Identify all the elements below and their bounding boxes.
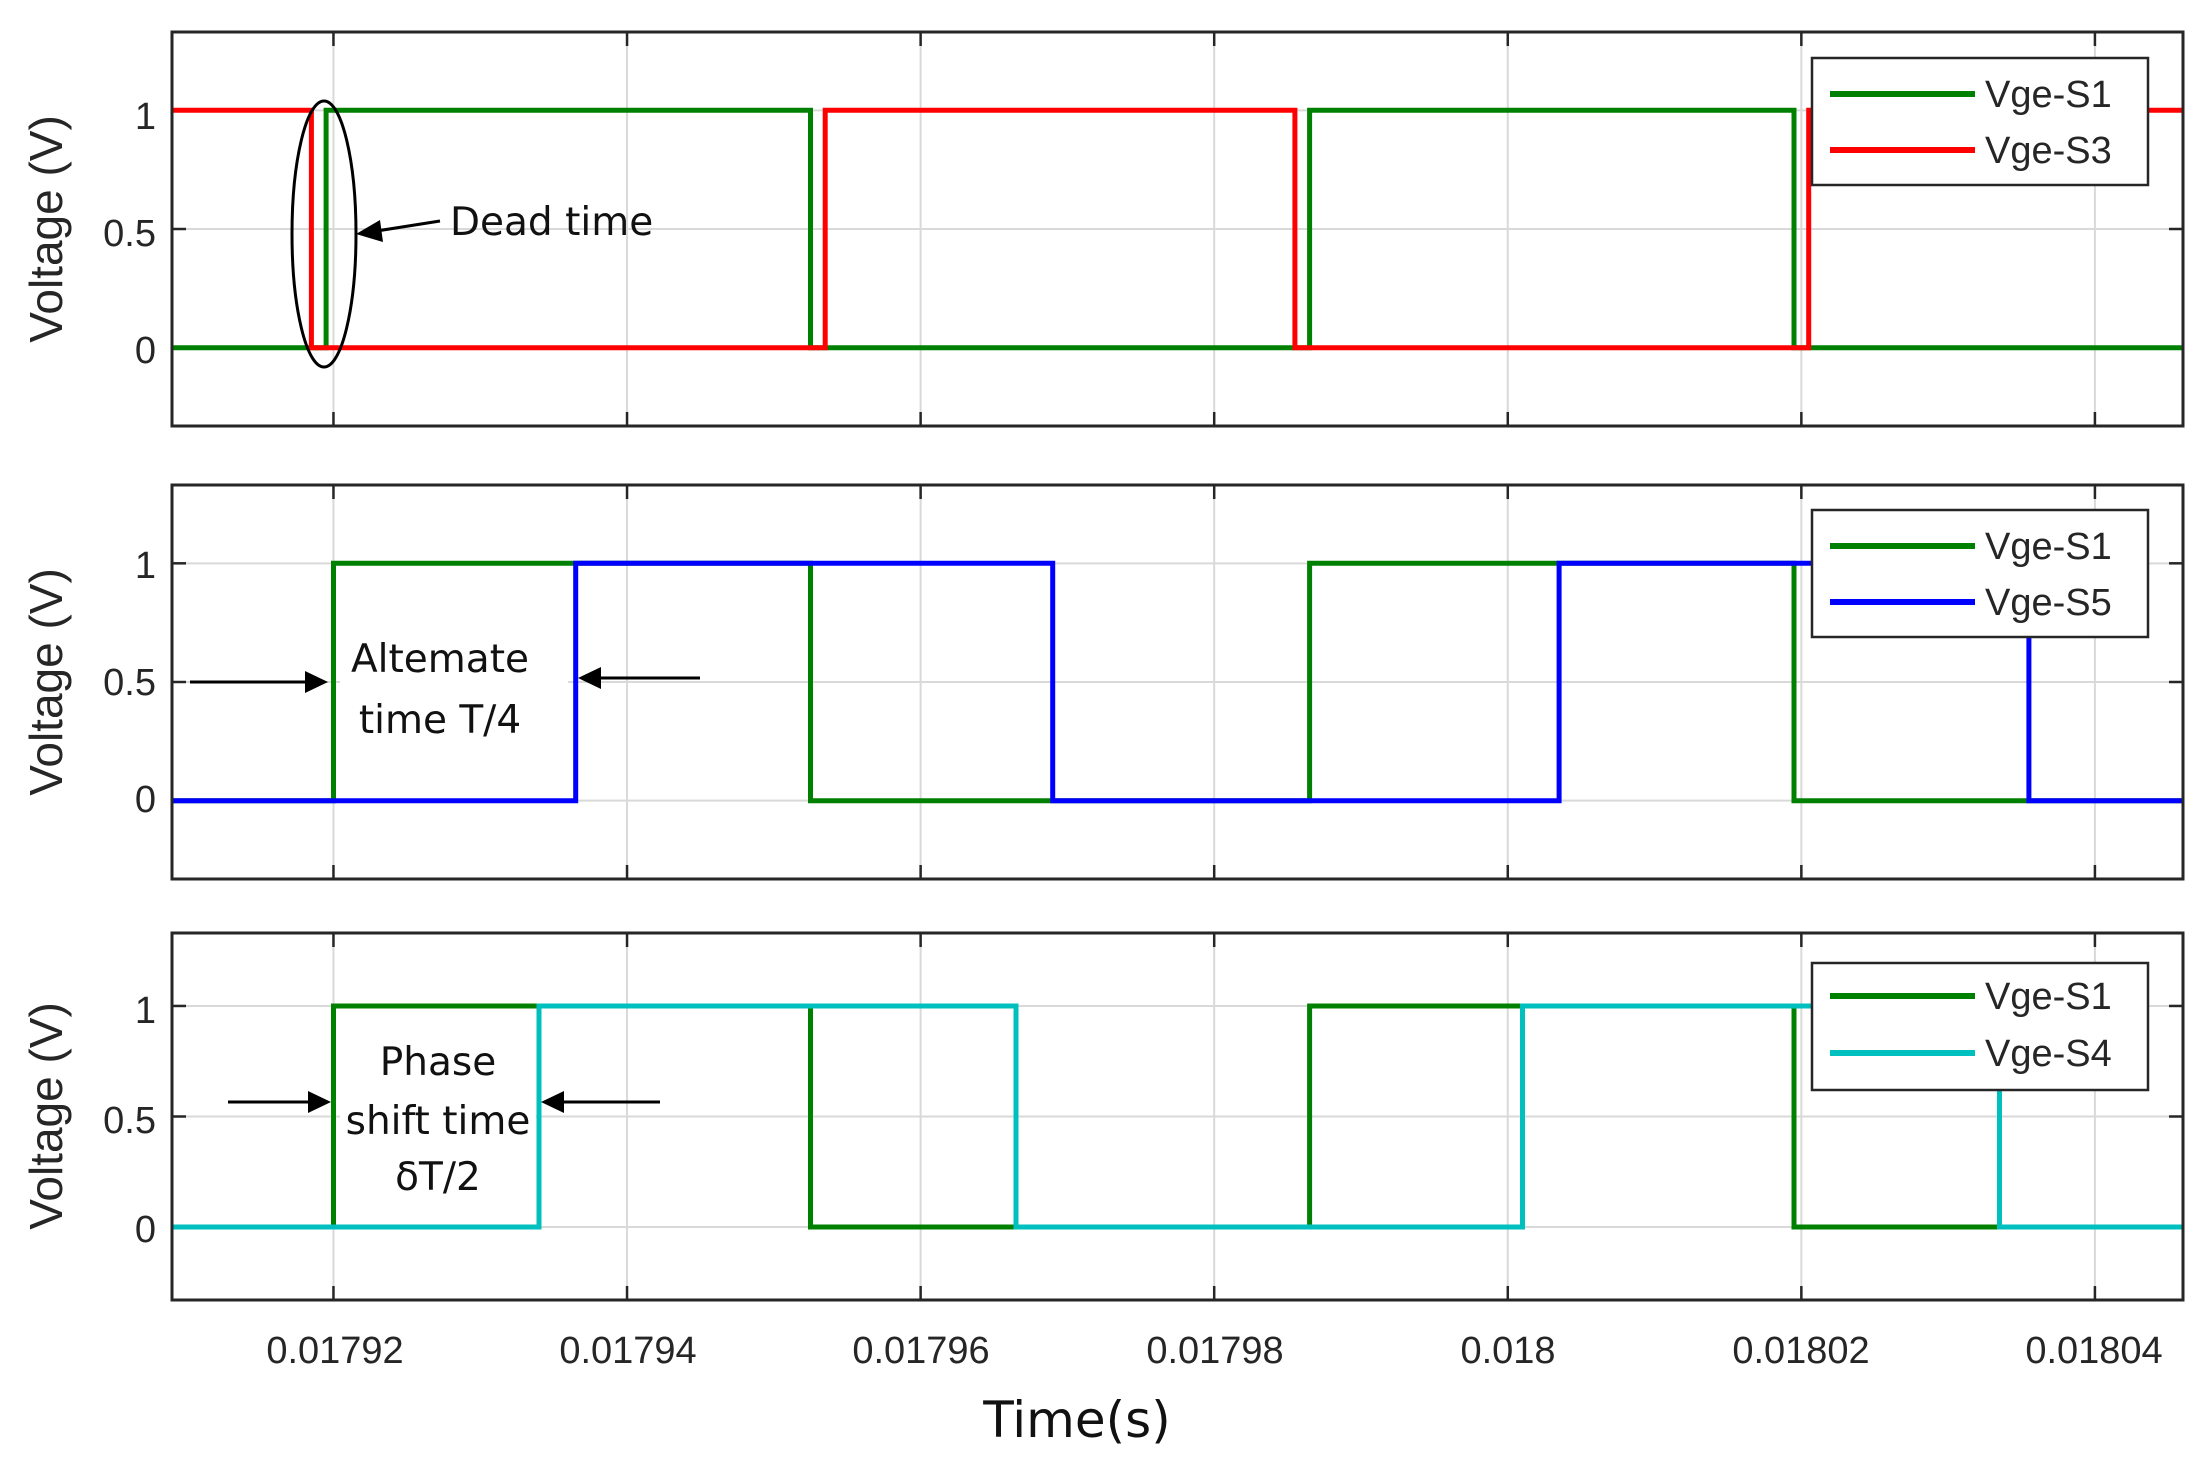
- panel-3-xticks: 0.01792 0.01794 0.01796 0.01798 0.018 0.…: [266, 1330, 2162, 1372]
- panel-3-ytick-label: 0: [135, 1209, 156, 1251]
- panel-2: 1 0.5 0 Voltage (V) Vge-S1 Vge-S5 Altema…: [20, 483, 2185, 881]
- panel-2-legend-label-vge-s5: Vge-S5: [1985, 582, 2112, 624]
- panel-3-xtick-label: 0.018: [1460, 1330, 1555, 1372]
- panel-1-legend-label-vge-s1: Vge-S1: [1985, 74, 2112, 116]
- panel-3-series-layer: [172, 1003, 2183, 1230]
- panel-3: 1 0.5 0 Voltage (V) 0.01792 0.01794 0.01…: [20, 931, 2185, 1449]
- panel-3-xtick-label: 0.01798: [1146, 1330, 1283, 1372]
- panel-3-ylabel: Voltage (V): [20, 1002, 72, 1230]
- phase-shift-label-bg: [340, 1030, 536, 1205]
- panel-2-border: [170, 483, 2185, 881]
- panel-1: 1 0.5 0 Voltage (V) Vge-S1 Vge-S3 Dead t…: [20, 30, 2185, 428]
- alternate-time-annotation: Altemate time T/4: [190, 636, 700, 746]
- panel-1-ytick-label: 0.5: [103, 213, 156, 255]
- phase-shift-label-line-1: Phase: [380, 1040, 496, 1085]
- phase-shift-label-line-3: δT/2: [395, 1155, 481, 1200]
- panel-1-yticks: 1 0.5 0: [103, 96, 156, 372]
- panel-3-border: [170, 931, 2185, 1302]
- panel-3-xlabel: Time(s): [982, 1391, 1170, 1449]
- panel-3-legend-label-vge-s4: Vge-S4: [1985, 1033, 2112, 1075]
- panel-1-series-layer: [172, 107, 2183, 351]
- panel-1-border: [170, 30, 2185, 428]
- panel-1-series-vge-s1: [172, 107, 2183, 351]
- panel-1-legend: Vge-S1 Vge-S3: [1810, 56, 2150, 187]
- panel-3-legend: Vge-S1 Vge-S4: [1810, 961, 2150, 1092]
- panel-1-ylabel: Voltage (V): [20, 115, 72, 343]
- phase-shift-arrowhead-right: [541, 1091, 564, 1113]
- panel-2-legend: Vge-S1 Vge-S5: [1810, 508, 2150, 639]
- dead-time-label: Dead time: [450, 200, 653, 245]
- panel-2-series-layer: [172, 560, 2183, 804]
- panel-3-ytick-label: 0.5: [103, 1100, 156, 1142]
- panel-3-xtick-label: 0.01804: [2025, 1330, 2162, 1372]
- panel-2-legend-box: [1810, 508, 2150, 639]
- panel-1-legend-label-vge-s3: Vge-S3: [1985, 130, 2112, 172]
- panel-3-series-vge-s4: [172, 1003, 2183, 1230]
- panel-1-ytick-label: 1: [135, 96, 156, 138]
- dead-time-arrowhead: [356, 220, 383, 242]
- dead-time-annotation: Dead time: [290, 99, 653, 369]
- phase-shift-arrowhead-left: [308, 1091, 331, 1113]
- alternate-time-label-line-1: Altemate: [351, 637, 529, 682]
- panel-2-ytick-label: 0: [135, 779, 156, 821]
- panel-3-xtick-label: 0.01792: [266, 1330, 403, 1372]
- panel-3-legend-label-vge-s1: Vge-S1: [1985, 976, 2112, 1018]
- alternate-time-arrowhead-left: [305, 671, 328, 693]
- panel-1-ytick-label: 0: [135, 330, 156, 372]
- panel-2-ytick-label: 0.5: [103, 662, 156, 704]
- panel-2-series-vge-s5: [172, 560, 2183, 804]
- panel-2-ylabel: Voltage (V): [20, 568, 72, 796]
- panel-3-ytick-label: 1: [135, 990, 156, 1032]
- phase-shift-label-line-2: shift time: [346, 1099, 531, 1144]
- panel-1-legend-box: [1810, 56, 2150, 187]
- panel-2-legend-label-vge-s1: Vge-S1: [1985, 526, 2112, 568]
- alternate-time-arrowhead-right: [578, 667, 601, 689]
- panel-3-xtick-label: 0.01794: [559, 1330, 696, 1372]
- alternate-time-label-line-2: time T/4: [359, 698, 521, 743]
- panel-3-legend-box: [1810, 961, 2150, 1092]
- panel-1-series-vge-s3: [172, 107, 2183, 351]
- panel-2-yticks: 1 0.5 0: [103, 545, 156, 821]
- panel-3-yticks: 1 0.5 0: [103, 990, 156, 1251]
- phase-shift-annotation: Phase shift time δT/2: [228, 1030, 660, 1205]
- panel-3-xtick-label: 0.01802: [1732, 1330, 1869, 1372]
- alternate-time-label-bg: [340, 636, 568, 746]
- panel-3-xtick-label: 0.01796: [852, 1330, 989, 1372]
- panel-2-ytick-label: 1: [135, 545, 156, 587]
